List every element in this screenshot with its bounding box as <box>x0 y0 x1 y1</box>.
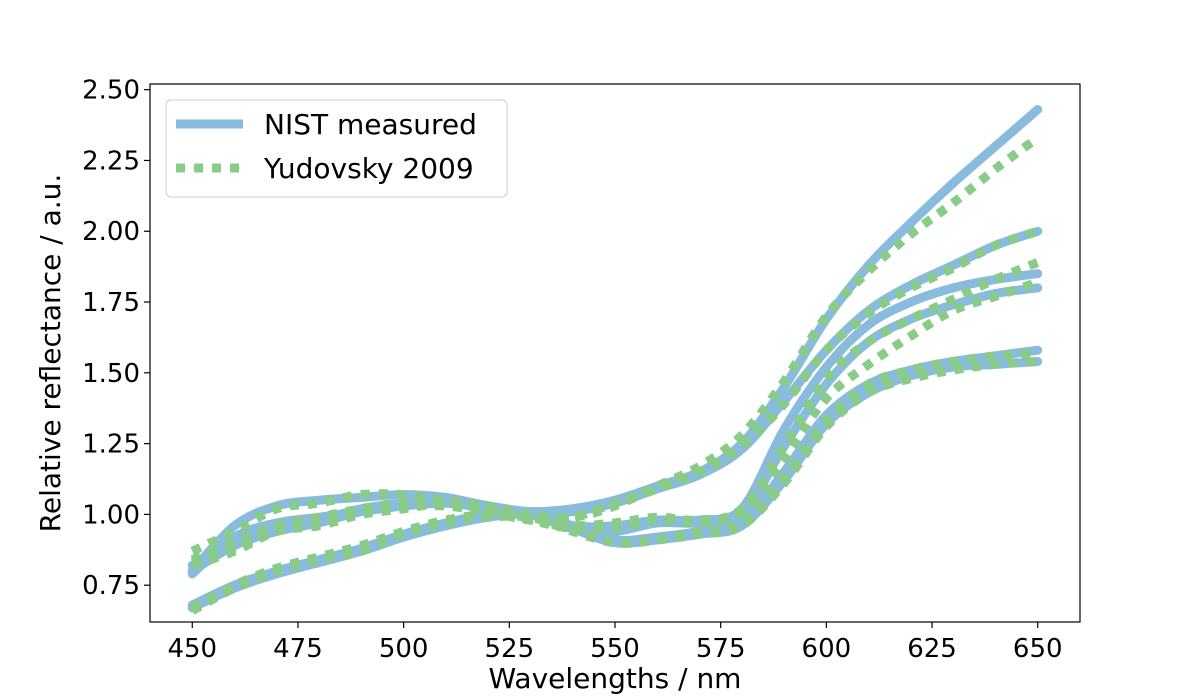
x-tick-label-475: 475 <box>273 634 323 664</box>
legend-box <box>165 99 508 198</box>
x-axis-label: Wavelengths / nm <box>489 662 742 695</box>
y-axis: 0.75 1.00 1.25 1.50 1.75 2.00 2.25 2.50 <box>82 76 150 601</box>
x-tick-label-600: 600 <box>802 634 852 664</box>
measured-curve-6 <box>187 356 1043 610</box>
x-tick-label-625: 625 <box>907 634 957 664</box>
legend: NIST measured Yudovsky 2009 <box>165 99 508 198</box>
model-curve-12 <box>190 356 1039 612</box>
x-tick-label-525: 525 <box>484 634 534 664</box>
model-curve-11 <box>190 348 1039 615</box>
x-tick-label-500: 500 <box>379 634 429 664</box>
legend-label-measured: NIST measured <box>264 108 477 141</box>
legend-label-model: Yudovsky 2009 <box>263 152 474 185</box>
y-axis-label: Relative reflectance / a.u. <box>34 174 67 533</box>
series-layer <box>187 104 1043 615</box>
y-tick-label-3: 1.50 <box>82 359 140 389</box>
y-tick-label-0: 0.75 <box>82 571 140 601</box>
y-tick-label-1: 1.00 <box>82 500 140 530</box>
y-tick-label-2: 1.25 <box>82 430 140 460</box>
x-axis: 450 475 500 525 550 575 600 625 650 <box>167 622 1063 664</box>
model-curve-10 <box>190 277 1040 570</box>
measured-curve-5 <box>187 345 1043 613</box>
x-tick-label-650: 650 <box>1013 634 1063 664</box>
x-tick-label-550: 550 <box>590 634 640 664</box>
model-curve-7 <box>190 134 1041 556</box>
y-tick-label-7: 2.50 <box>82 76 140 106</box>
y-tick-label-5: 2.00 <box>82 217 140 247</box>
x-tick-label-575: 575 <box>696 634 746 664</box>
y-tick-label-6: 2.25 <box>82 146 140 176</box>
y-tick-label-4: 1.75 <box>82 288 140 318</box>
x-tick-label-450: 450 <box>167 634 217 664</box>
